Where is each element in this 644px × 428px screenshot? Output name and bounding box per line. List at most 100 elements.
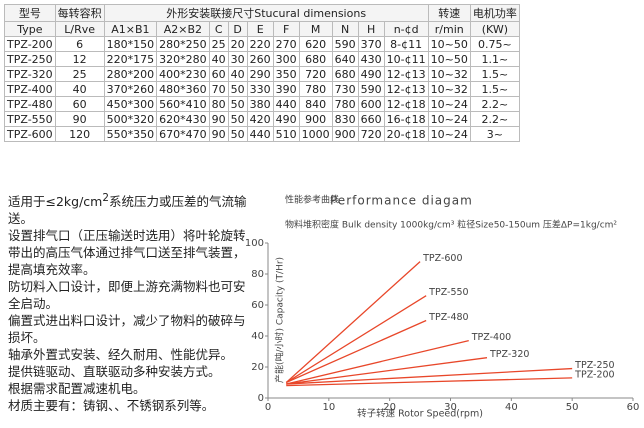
table-cell: 10~32 xyxy=(427,66,471,82)
line xyxy=(286,367,573,385)
line xyxy=(286,357,488,385)
table-cell: 80 xyxy=(208,96,229,112)
y-tick-label: 80 xyxy=(251,269,264,280)
series-label: TPZ-250 xyxy=(574,360,614,371)
header-cell: 电机功率 xyxy=(469,4,520,22)
table-cell: 12-¢13 xyxy=(383,66,429,82)
series-label: TPZ-480 xyxy=(428,312,468,323)
table-cell: 370 xyxy=(357,36,385,52)
table-cell: 10~50 xyxy=(427,36,471,52)
header-cell: H xyxy=(357,21,385,37)
y-tick-label: 60 xyxy=(251,300,264,311)
table-cell: 16-¢18 xyxy=(383,111,429,127)
notes: 适用于≤2kg/cm2系统压力或压差的气流输送。 设置排气口（正压输送时选用）将… xyxy=(8,190,253,414)
header-cell: Type xyxy=(4,21,56,37)
line xyxy=(285,295,427,384)
table-row: TPZ-600 120 550*350 670*470 90 50 440 510 1000 90… xyxy=(4,126,520,142)
note: 材质主要有：铸钢、、不锈钢系列等。 xyxy=(8,398,215,414)
line xyxy=(286,340,469,385)
table-cell: 10~24 xyxy=(427,96,471,112)
table-row: TPZ-250 12 220*175 320*280 40 30 260 300 680 640 4… xyxy=(4,51,520,67)
table-cell: 620*430 xyxy=(156,111,210,127)
note: 适用于≤2kg/cm2系统压力或压差的气流输送。 xyxy=(8,190,253,227)
header-cell: 每转容积 xyxy=(54,4,105,22)
table-cell: 590 xyxy=(357,81,385,97)
note: 偏置式进出料口设计，减少了物料的破碎与损坏。 xyxy=(8,313,246,346)
note: 设置排气口（正压输送时选用）将叶轮旋转带出的高压气体通过排气口送至排气装置，提高… xyxy=(8,228,246,278)
header-cell: n-¢d xyxy=(383,21,429,37)
table-cell: 730 xyxy=(331,81,359,97)
chart-subtitle: 物料堆积密度 Bulk density 1000kg/cm³ 粒径Size50-… xyxy=(285,219,617,231)
table-cell: 40 xyxy=(208,51,229,67)
header-cell: A2×B2 xyxy=(156,21,210,37)
line xyxy=(286,377,573,387)
spec-table: 型号 每转容积 外形安装联接尺寸Stucural dimensions 转速 电机功率 T… xyxy=(4,4,520,142)
table-cell: TPZ-320 xyxy=(4,66,56,82)
x-tick-label: 0 xyxy=(265,402,271,413)
table-cell: TPZ-400 xyxy=(4,81,56,97)
table-cell: 70 xyxy=(208,81,229,97)
header-cell: E xyxy=(246,21,274,37)
header-cell: r/min xyxy=(427,21,471,37)
note: 根据需求配置减速机电。 xyxy=(8,381,146,397)
note: 提供链驱动、直联驱动多种安装方式。 xyxy=(8,364,221,380)
series-label: TPZ-320 xyxy=(489,349,529,360)
table-cell: 220*175 xyxy=(103,51,158,67)
header-cell: (KW) xyxy=(469,21,520,37)
table-cell: 380 xyxy=(246,96,274,112)
table-cell: 300 xyxy=(272,51,300,67)
note-text: 适用于≤2kg/cm xyxy=(8,194,103,210)
table-cell: 450*300 xyxy=(103,96,158,112)
table-cell: 550*350 xyxy=(103,126,158,142)
header-cell: L/Rve xyxy=(54,21,105,37)
table-cell: 12-¢13 xyxy=(383,81,429,97)
table-row: TPZ-550 90 500*320 620*430 90 50 420 490 900 830 6… xyxy=(4,111,520,127)
line xyxy=(285,319,427,384)
table-cell: 0.75~ xyxy=(469,36,520,52)
table-cell: 680 xyxy=(331,66,359,82)
table-cell: 280*250 xyxy=(156,36,210,52)
table-cell: 670*470 xyxy=(156,126,210,142)
table-row: TPZ-400 40 370*260 480*360 70 50 330 390 780 730 5… xyxy=(4,81,520,97)
superscript: 2 xyxy=(102,192,109,204)
x-tick-label: 60 xyxy=(627,402,640,413)
table-cell: 440 xyxy=(246,126,274,142)
table-cell: 480*360 xyxy=(156,81,210,97)
header-cell: M xyxy=(298,21,333,37)
x-tick-label: 30 xyxy=(444,402,457,413)
table-cell: 1.5~ xyxy=(469,81,520,97)
x-tick-label: 50 xyxy=(566,402,579,413)
table-cell: 1.1~ xyxy=(469,51,520,67)
table-cell: TPZ-600 xyxy=(4,126,56,142)
table-cell: 10~32 xyxy=(427,81,471,97)
table-cell: 720 xyxy=(357,126,385,142)
header-cell: 外形安装联接尺寸Stucural dimensions xyxy=(103,4,429,22)
header-cell: 型号 xyxy=(4,4,56,22)
series-label: TPZ-200 xyxy=(574,369,614,380)
table-cell: 3~ xyxy=(469,126,520,142)
y-tick-label: 40 xyxy=(251,331,264,342)
table-cell: 40 xyxy=(54,81,105,97)
y-tick-label: 100 xyxy=(245,238,264,249)
table-cell: 90 xyxy=(54,111,105,127)
table-cell: 490 xyxy=(357,66,385,82)
x-axis-label: 转子转速 Rotor Speed(rpm) xyxy=(357,408,483,420)
note: 轴承外置式安装、经久耐用、性能优异。 xyxy=(8,347,234,363)
series-label: TPZ-550 xyxy=(428,287,468,298)
table-cell: 430 xyxy=(357,51,385,67)
x-tick-label: 20 xyxy=(383,402,396,413)
chart-title-cn: 性能参考曲线 xyxy=(285,194,339,206)
table-cell: 840 xyxy=(298,96,333,112)
line xyxy=(285,261,421,383)
table-cell: 260 xyxy=(246,51,274,67)
table-cell: 10~50 xyxy=(427,51,471,67)
y-tick-label: 20 xyxy=(251,362,264,373)
series-label: TPZ-600 xyxy=(422,253,462,264)
chart-title: Performance diagam xyxy=(330,194,473,208)
table-cell: 10~24 xyxy=(427,126,471,142)
table-cell: 400*230 xyxy=(156,66,210,82)
y-axis-label: 产能(吨/小时) Capacity (T/Hr) xyxy=(274,257,286,383)
table-cell: 660 xyxy=(357,111,385,127)
